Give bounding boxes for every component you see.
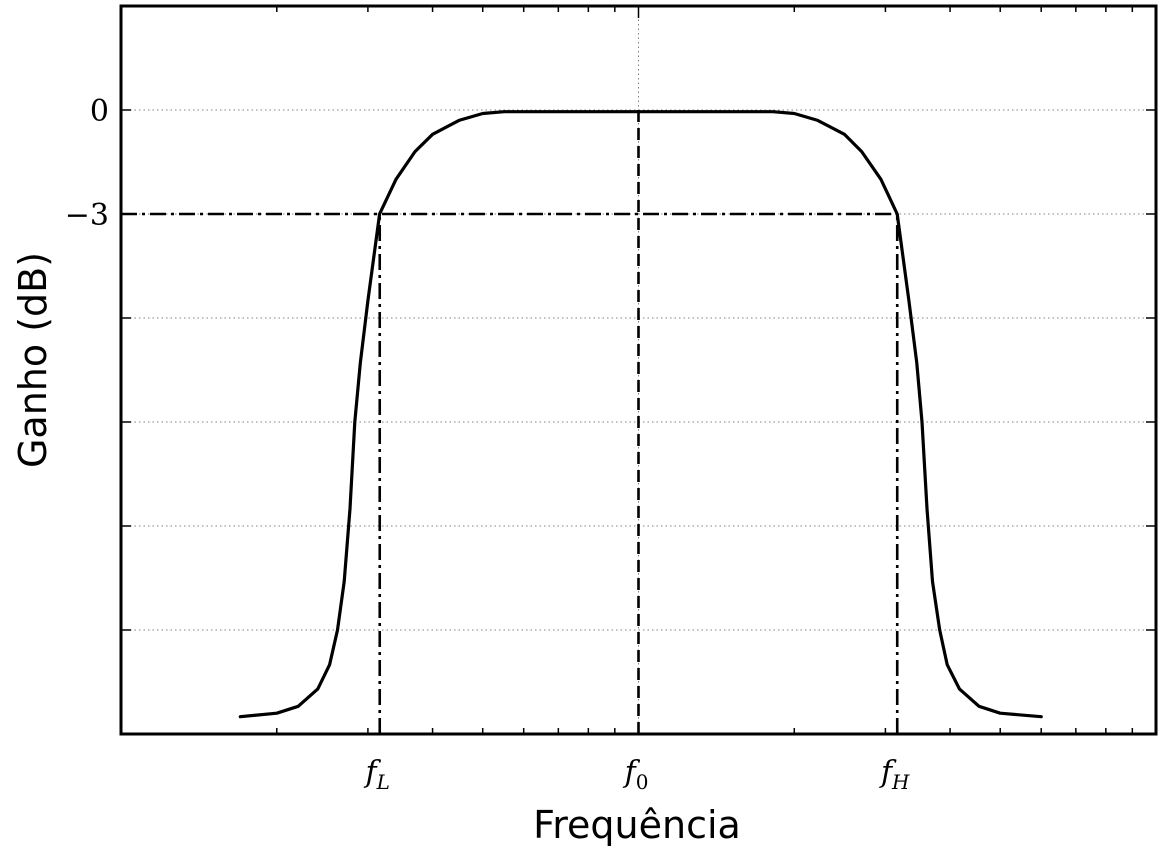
y-tick-labels: 0 −3 [65,94,109,233]
x-tick-label: f0 [623,755,649,794]
series-line-0 [238,110,1043,719]
series-group [238,110,1043,719]
y-axis-label: Ganho (dB) [11,252,55,468]
x-tick-label: fL [364,755,390,794]
reference-lines [121,110,899,734]
y-tick-label: 0 [90,94,109,129]
y-tick-label: −3 [65,198,109,233]
x-tick-labels: fL f0 fH [364,755,911,794]
axis-ticks [120,6,1156,734]
x-tick-label: fH [879,755,910,794]
x-axis-label: Frequência [533,803,741,847]
